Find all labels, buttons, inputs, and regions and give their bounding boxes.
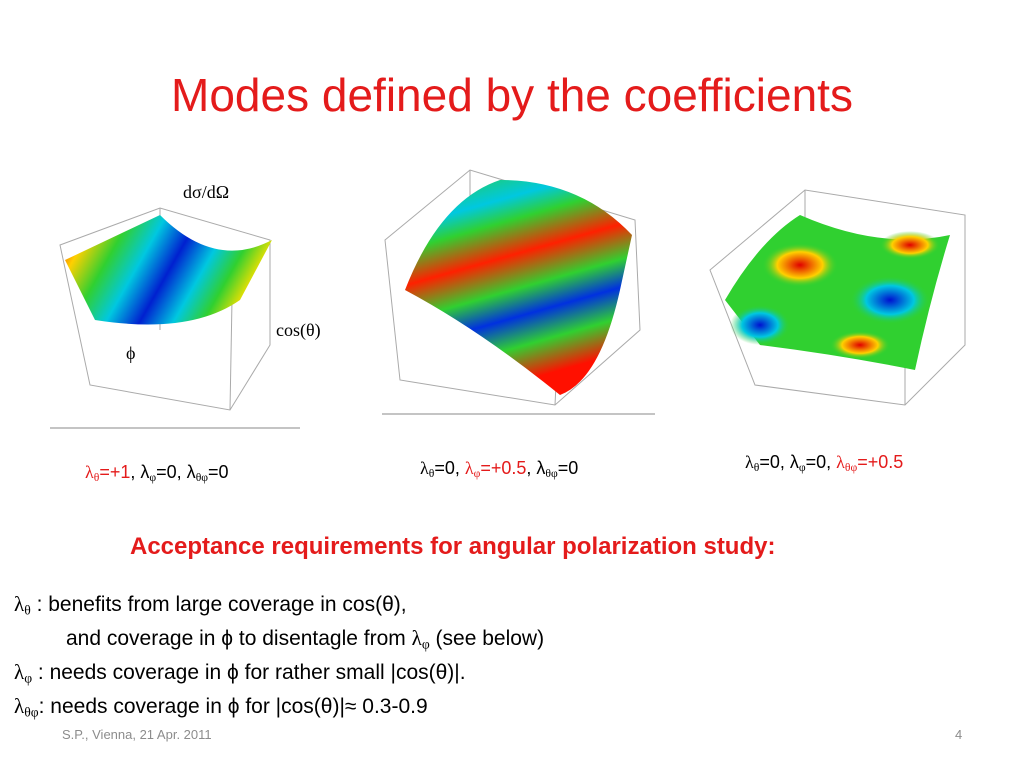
text: =+0.5 [857,452,904,472]
bullet-line: λθ : benefits from large coverage in cos… [14,592,407,618]
text: φ [24,670,33,686]
text: =+1 [99,462,131,482]
surface-3-valley [730,305,790,345]
text: λ [14,660,25,684]
text: , λ [526,458,546,478]
heading: Acceptance requirements for angular pola… [130,533,776,560]
text: θφ [545,466,558,480]
text: : benefits from large coverage in cos(θ)… [30,593,407,616]
plot-box-1 [50,207,300,429]
text: θφ [24,704,39,720]
x-axis-label: cos(θ) [276,320,321,340]
plot-box-2 [382,169,655,415]
text: θ [93,470,100,484]
caption: λθ=0, λφ=0, λθφ=+0.5 [745,452,903,474]
text: λ [85,462,94,482]
text: λ [14,592,25,616]
footer-text: S.P., Vienna, 21 Apr. 2011 [62,727,212,742]
surface-3-valley [850,276,930,324]
text: φ [473,466,481,480]
surface-3-peak [762,243,838,287]
text: =+0.5 [480,458,527,478]
text: θ [753,460,760,474]
slide-title: Modes defined by the coefficients [171,69,853,121]
text: θ [428,466,435,480]
text: λ [745,452,754,472]
text: =0 [557,458,579,478]
text: : needs coverage in ϕ for rather small |… [32,661,466,684]
text: λ [464,458,474,478]
text: , λ [130,462,150,482]
text: =0, λ [156,462,196,482]
surface-3-peak [830,331,890,359]
text: φ [798,460,806,474]
text: λ [420,458,429,478]
text: =0 [208,462,229,482]
text: (see below) [429,627,545,650]
bullet-line: and coverage in ϕ to disentagle from λφ … [66,626,544,652]
text: : needs coverage in ϕ for |cos(θ)|≈ 0.3-… [38,695,428,718]
text: θφ [195,470,209,484]
caption: λθ=0, λφ=+0.5, λθφ=0 [420,458,578,480]
y-axis-label: ϕ [126,343,136,363]
surface-3-peak [880,231,940,259]
text: φ [149,470,157,484]
bullet-line: λθφ: needs coverage in ϕ for |cos(θ)|≈ 0… [14,694,428,720]
bullet-line: λφ : needs coverage in ϕ for rather smal… [14,660,466,686]
caption: λθ=+1, λφ=0, λθφ=0 [85,462,229,484]
text: =0, [434,458,465,478]
text: λ [14,694,25,718]
text: =0, [805,452,837,472]
text: =0, λ [759,452,799,472]
text: λ [411,626,422,650]
text: and coverage in ϕ to disentagle from [66,627,412,650]
page-number: 4 [955,727,963,742]
surface-2 [405,180,632,395]
z-axis-label: dσ/dΩ [183,182,230,202]
text: θφ [844,460,858,474]
surface-1 [65,215,272,325]
text: θ [24,602,31,618]
text: λ [836,452,845,472]
text: φ [421,636,430,652]
